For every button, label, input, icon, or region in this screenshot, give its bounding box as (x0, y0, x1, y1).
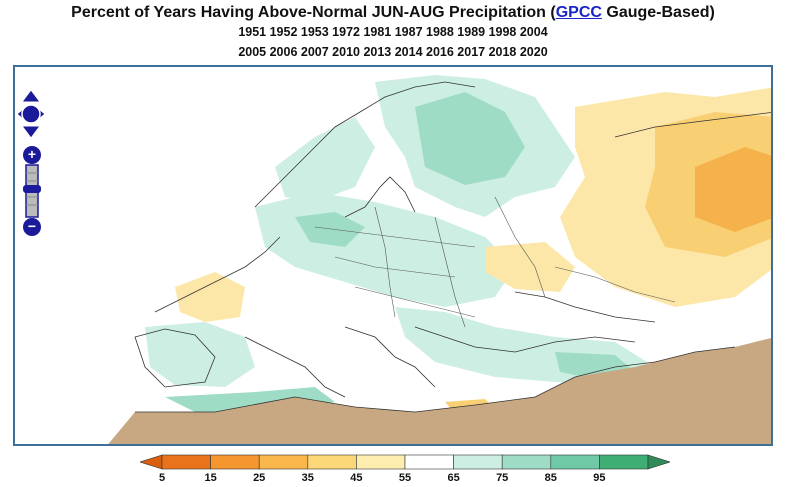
colorbar-segment (550, 454, 600, 470)
colorbar-low-arrow (140, 454, 163, 470)
pan-up-icon (21, 89, 41, 103)
shade-orange-russia-dark (695, 147, 771, 232)
zoom-out-button (23, 218, 41, 236)
shade-green-finland-mid (415, 92, 525, 185)
zoom-in-label: + (28, 146, 36, 162)
colorbar-segment (404, 454, 454, 470)
shade-orange-france (175, 272, 245, 322)
colorbar: 5 15 25 35 45 55 65 75 85 95 (140, 454, 670, 486)
shade-green-central-mid (295, 212, 365, 247)
zoom-out-label: − (28, 218, 36, 234)
pan-down-icon (21, 125, 41, 139)
colorbar-segment (599, 454, 649, 470)
colorbar-segment (453, 454, 503, 470)
zoom-control[interactable]: + − (22, 145, 42, 237)
colorbar-tick-label: 55 (398, 472, 412, 484)
years-line-1: 1951 1952 1953 1972 1981 1987 1988 1989 … (238, 25, 548, 39)
years-line-2: 2005 2006 2007 2010 2013 2014 2016 2017 … (238, 45, 548, 59)
colorbar-tick-label: 45 (350, 472, 363, 484)
title-prefix: Percent of Years Having Above-Normal JUN… (71, 4, 556, 21)
shade-dry-north-africa (108, 338, 771, 444)
colorbar-svg (140, 454, 670, 470)
shade-orange-ukraine (485, 242, 575, 292)
coastlines (134, 81, 771, 413)
colorbar-segment (210, 454, 260, 470)
page-title: Percent of Years Having Above-Normal JUN… (0, 4, 786, 22)
precipitation-map (108, 75, 771, 444)
pan-control[interactable] (16, 88, 46, 140)
zoom-slider-handle (23, 185, 41, 193)
colorbar-segment (161, 454, 211, 470)
shade-green-norway-coast (275, 117, 375, 202)
colorbar-segment (501, 454, 552, 470)
shade-green-iberia (145, 322, 255, 387)
colorbar-tick-label: 15 (204, 472, 217, 484)
colorbar-tick-label: 25 (253, 472, 266, 484)
colorbar-tick-label: 35 (301, 472, 314, 484)
colorbar-tick-label: 95 (593, 472, 606, 484)
colorbar-high-arrow (647, 454, 670, 470)
colorbar-tick-label: 75 (496, 472, 509, 484)
zoom-in-button (23, 146, 41, 164)
colorbar-tick-label: 5 (158, 472, 166, 484)
colorbar-tick-label: 65 (447, 472, 460, 484)
country-borders (314, 196, 676, 328)
colorbar-segment (307, 454, 357, 470)
title-suffix: Gauge-Based) (601, 4, 715, 21)
colorbar-segment (258, 454, 309, 470)
colorbar-tick-label: 85 (544, 472, 557, 484)
colorbar-segment (356, 454, 406, 470)
gpcc-link[interactable]: GPCC (555, 4, 602, 21)
pan-center-icon (21, 104, 41, 124)
map-panel[interactable] (13, 65, 773, 446)
